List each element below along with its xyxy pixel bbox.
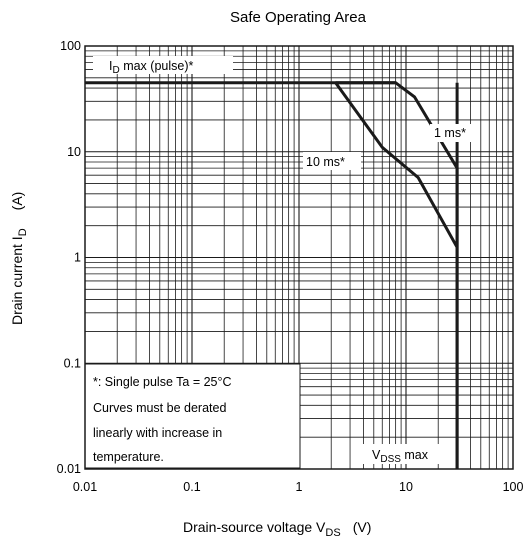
note-line-3: linearly with increase in: [93, 426, 222, 440]
x-tick-label: 10: [399, 480, 413, 494]
note-line-2: Curves must be derated: [93, 401, 226, 415]
series-line: [334, 81, 459, 249]
id-max-label-box: [93, 56, 233, 74]
series-lines: [85, 81, 459, 469]
ten-ms-label: 10 ms*: [306, 155, 345, 169]
plot-frame: [84, 45, 514, 470]
x-tick-label: 1: [296, 480, 303, 494]
y-tick-label: 1: [74, 251, 81, 265]
note-line-1: *: Single pulse Ta = 25°C: [93, 375, 232, 389]
id-max-label: ID max (pulse)*: [109, 59, 193, 76]
x-tick-label: 0.01: [73, 480, 97, 494]
y-tick-label: 0.01: [57, 462, 81, 476]
note-box: [84, 363, 301, 469]
chart-title: Safe Operating Area: [230, 9, 367, 26]
x-tick-label: 100: [503, 480, 524, 494]
x-tick-label: 0.1: [183, 480, 200, 494]
note-line-4: temperature.: [93, 450, 164, 464]
one-ms-label-box: [430, 124, 480, 142]
x-axis-label: Drain-source voltage VDS (V): [183, 519, 371, 539]
vdss-label-box: [361, 444, 453, 464]
ten-ms-label-box: [303, 152, 361, 170]
y-tick-label: 10: [67, 145, 81, 159]
y-tick-label: 100: [60, 39, 81, 53]
vdss-label: VDSS max: [372, 448, 429, 465]
tick-labels: 0.01 0.1 1 10 100 0.01 0.1 1 10 100: [57, 39, 524, 494]
y-axis-label: Drain current ID(A): [9, 192, 29, 325]
y-tick-label: 0.1: [64, 356, 81, 370]
one-ms-label: 1 ms*: [434, 126, 466, 140]
